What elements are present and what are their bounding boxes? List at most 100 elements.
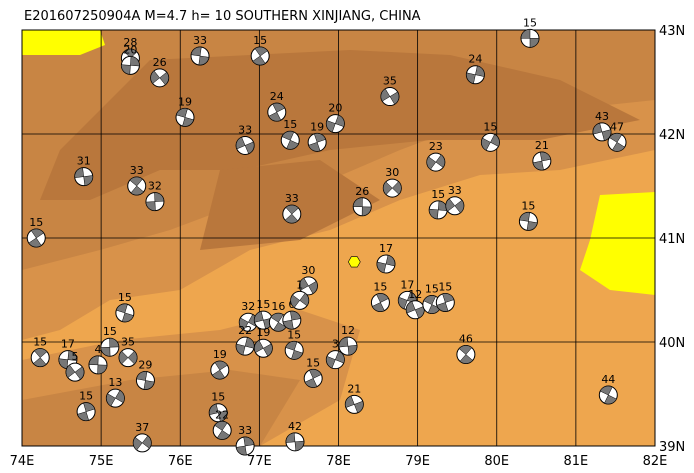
depth-label: 15 xyxy=(483,120,497,133)
depth-label: 42 xyxy=(288,420,302,433)
focal-mechanism xyxy=(235,135,255,155)
x-tick-label: 81E xyxy=(563,454,588,469)
x-tick-label: 80E xyxy=(484,454,509,469)
depth-label: 17 xyxy=(61,338,75,351)
compression-quadrant xyxy=(290,292,309,308)
compression-quadrant xyxy=(268,102,286,122)
focal-mechanism xyxy=(65,362,85,382)
depth-label: 20 xyxy=(123,43,137,56)
focal-mechanism xyxy=(290,290,310,310)
compression-quadrant xyxy=(338,336,358,356)
depth-label: 22 xyxy=(215,408,229,421)
compression-quadrant xyxy=(211,360,228,380)
depth-label: 21 xyxy=(535,139,549,152)
focal-mechanism xyxy=(465,65,485,85)
compression-quadrant xyxy=(145,192,165,211)
focal-mechanism xyxy=(285,432,305,452)
focal-mechanism xyxy=(382,178,402,198)
compression-quadrant xyxy=(282,310,301,330)
compression-quadrant xyxy=(129,176,144,196)
depth-label: 15 xyxy=(523,16,537,29)
y-tick-label: 42N xyxy=(659,128,685,143)
focal-mechanism xyxy=(30,348,50,368)
focal-mechanism xyxy=(325,114,345,134)
depth-label: 15 xyxy=(118,291,132,304)
depth-label: 33 xyxy=(193,34,207,47)
focal-mechanism xyxy=(518,211,538,231)
focal-mechanism xyxy=(280,130,300,150)
focal-mechanism xyxy=(456,344,476,364)
focal-mechanism xyxy=(250,46,270,66)
y-tick-label: 40N xyxy=(659,336,685,351)
depth-label: 15 xyxy=(29,216,43,229)
x-tick-label: 76E xyxy=(168,454,193,469)
depth-label: 15 xyxy=(521,199,535,212)
compression-quadrant xyxy=(65,364,85,380)
x-tick-label: 82E xyxy=(643,454,668,469)
focal-mechanism xyxy=(592,122,612,142)
compression-quadrant xyxy=(190,46,210,66)
depth-label: 15 xyxy=(256,298,270,311)
focal-mechanism xyxy=(298,276,318,296)
y-tick-label: 43N xyxy=(659,24,685,39)
focal-mechanism xyxy=(428,200,448,220)
compression-quadrant xyxy=(100,337,120,357)
compression-quadrant xyxy=(106,390,125,407)
depth-label: 29 xyxy=(138,358,152,371)
depth-label: 19 xyxy=(310,120,324,133)
depth-label: 30 xyxy=(385,166,399,179)
focal-mechanism xyxy=(150,68,170,88)
depth-label: 17 xyxy=(400,278,414,291)
focal-mechanism xyxy=(88,355,108,375)
depth-label: 43 xyxy=(595,110,609,123)
depth-label: 33 xyxy=(238,424,252,437)
compression-quadrant xyxy=(285,341,304,360)
compression-quadrant xyxy=(371,293,389,312)
compression-quadrant xyxy=(599,385,617,405)
focal-mechanism xyxy=(480,132,500,152)
focal-mechanism xyxy=(532,151,552,171)
depth-label: 12 xyxy=(341,324,355,337)
compression-quadrant xyxy=(532,151,551,171)
focal-mechanism xyxy=(235,336,255,356)
compression-quadrant xyxy=(235,136,255,155)
x-tick-label: 75E xyxy=(89,454,114,469)
depth-label: 23 xyxy=(429,140,443,153)
epicenter xyxy=(347,256,361,268)
depth-label: 30 xyxy=(301,264,315,277)
compression-quadrant xyxy=(235,436,255,456)
focal-mechanism xyxy=(598,385,618,405)
compression-quadrant xyxy=(299,277,318,294)
depth-label: 15 xyxy=(373,280,387,293)
depth-label: 15 xyxy=(33,336,47,349)
depth-label: 33 xyxy=(285,192,299,205)
focal-mechanism xyxy=(282,204,302,224)
y-tick-label: 39N xyxy=(659,440,685,455)
compression-quadrant xyxy=(326,350,345,369)
depth-label: 3 xyxy=(332,338,339,351)
compression-quadrant xyxy=(150,70,169,86)
focal-mechanism xyxy=(325,350,345,370)
focal-mechanism xyxy=(253,338,273,358)
focal-mechanism xyxy=(132,433,152,453)
depth-label: 1 xyxy=(296,278,303,291)
focal-mechanism xyxy=(100,337,120,357)
compression-quadrant xyxy=(285,432,305,452)
depth-label: 33 xyxy=(238,123,252,136)
depth-label: 15 xyxy=(79,390,93,403)
focal-mechanism xyxy=(235,436,255,456)
depth-label: 15 xyxy=(103,325,117,338)
focal-mechanism xyxy=(267,102,287,122)
x-tick-label: 74E xyxy=(10,454,35,469)
compression-quadrant xyxy=(284,204,299,224)
focal-mechanism xyxy=(344,394,364,414)
focal-mechanism xyxy=(405,300,425,320)
compression-quadrant xyxy=(352,197,372,217)
depth-label: 15 xyxy=(425,283,439,296)
focal-mechanism xyxy=(76,402,96,422)
focal-mechanism xyxy=(212,420,232,440)
compression-quadrant xyxy=(326,114,345,133)
compression-quadrant xyxy=(77,402,96,421)
compression-quadrant xyxy=(133,435,152,451)
compression-quadrant xyxy=(458,345,474,364)
